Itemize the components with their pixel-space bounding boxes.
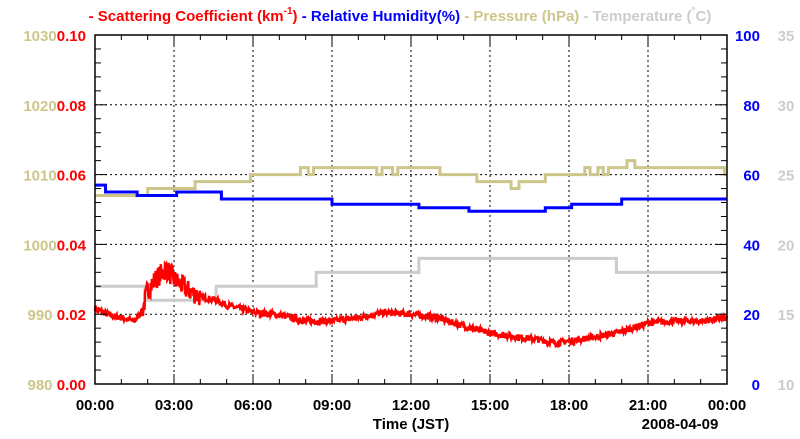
temperature-tick-label: 20 [778,237,795,254]
scattering-tick-label: 0.06 [57,168,86,185]
temperature-tick-label: 30 [778,98,795,115]
axis-labels: 00:00 03:00 06:00 09:00 12:00 15:00 18:00 21:00… [23,28,794,414]
temperature-tick-label: 15 [778,307,795,324]
pressure-tick-label: 1000 [23,237,56,254]
x-tick-label: 03:00 [155,397,193,414]
axis-ticks [94,34,728,385]
series-scattering-coefficient [93,259,729,349]
humidity-tick-label: 20 [743,307,760,324]
legend-item: - Relative Humidity(%) [298,8,461,25]
pressure-tick-label: 1010 [23,168,56,185]
scattering-tick-label: 0.04 [57,237,87,254]
temperature-tick-label: 35 [778,28,795,45]
series-pressure [95,159,727,198]
scattering-tick-label: 0.00 [57,377,86,394]
x-tick-label: 21:00 [629,397,667,414]
series-layer [93,159,729,349]
x-axis-title: Time (JST) [373,416,449,433]
x-tick-label: 00:00 [76,397,114,414]
legend-sup: -1 [284,6,293,17]
pressure-tick-label: 1020 [23,98,56,115]
pressure-tick-label: 980 [27,377,52,394]
humidity-tick-label: 80 [743,98,760,115]
legend-text: - Scattering Coefficient (km-1) - Relati… [89,6,712,25]
legend-item-close: ) [293,8,298,25]
series-relative-humidity [95,183,727,213]
date-label: 2008-04-09 [642,416,719,433]
legend-item: - Scattering Coefficient (km [89,8,284,25]
humidity-tick-label: 40 [743,237,760,254]
x-tick-label: 00:00 [708,397,746,414]
x-tick-label: 06:00 [234,397,272,414]
x-tick-label: 15:00 [471,397,509,414]
pressure-tick-label: 990 [27,307,52,324]
legend-item: - Pressure (hPa) [460,8,579,25]
legend-item: - Temperature ( [579,8,691,25]
pressure-tick-label: 1030 [23,28,56,45]
humidity-tick-label: 60 [743,168,760,185]
x-tick-label: 09:00 [313,397,351,414]
scattering-tick-label: 0.08 [57,98,86,115]
humidity-tick-label: 100 [735,28,760,45]
legend-sup: ° [692,6,696,17]
humidity-tick-label: 0 [752,377,760,394]
legend-item-close: C) [696,8,712,25]
legend: - Scattering Coefficient (km-1) - Relati… [89,6,712,25]
temperature-tick-label: 25 [778,168,795,185]
x-tick-label: 12:00 [392,397,430,414]
scattering-tick-label: 0.02 [57,307,86,324]
x-tick-label: 18:00 [550,397,588,414]
temperature-tick-label: 10 [778,377,795,394]
scattering-tick-label: 0.10 [57,28,86,45]
